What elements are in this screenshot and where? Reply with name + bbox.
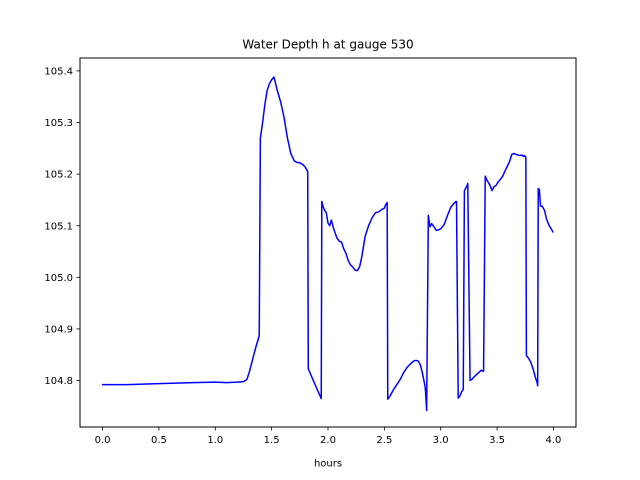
- y-tick-label: 104.9: [44, 325, 73, 336]
- x-tick-label: 3.5: [489, 435, 505, 446]
- x-tick-label: 1.0: [207, 435, 223, 446]
- x-tick-label: 2.0: [320, 435, 336, 446]
- y-axis: 104.8 104.9 105.0 105.1 105.2 105.3 105.4: [44, 67, 80, 387]
- y-tick-label: 105.2: [44, 170, 73, 181]
- series-line-1: [101, 76, 554, 412]
- y-tick-label: 105.3: [44, 118, 73, 129]
- x-tick-label: 0.5: [151, 435, 167, 446]
- y-tick-label: 105.4: [44, 67, 73, 78]
- x-tick-label: 0.0: [95, 435, 111, 446]
- x-tick-label: 3.0: [433, 435, 449, 446]
- y-tick-label: 105.0: [44, 273, 73, 284]
- x-axis: 0.0 0.5 1.0 1.5 2.0 2.5 3.0 3.5 4.0: [95, 427, 562, 446]
- x-tick-label: 1.5: [264, 435, 280, 446]
- x-tick-label: 2.5: [376, 435, 392, 446]
- plot-area: [101, 76, 554, 412]
- x-axis-label: hours: [314, 459, 342, 470]
- chart-title: Water Depth h at gauge 530: [242, 38, 413, 52]
- y-tick-label: 105.1: [44, 221, 73, 232]
- x-tick-label: 4.0: [546, 435, 562, 446]
- y-tick-label: 104.8: [44, 376, 73, 387]
